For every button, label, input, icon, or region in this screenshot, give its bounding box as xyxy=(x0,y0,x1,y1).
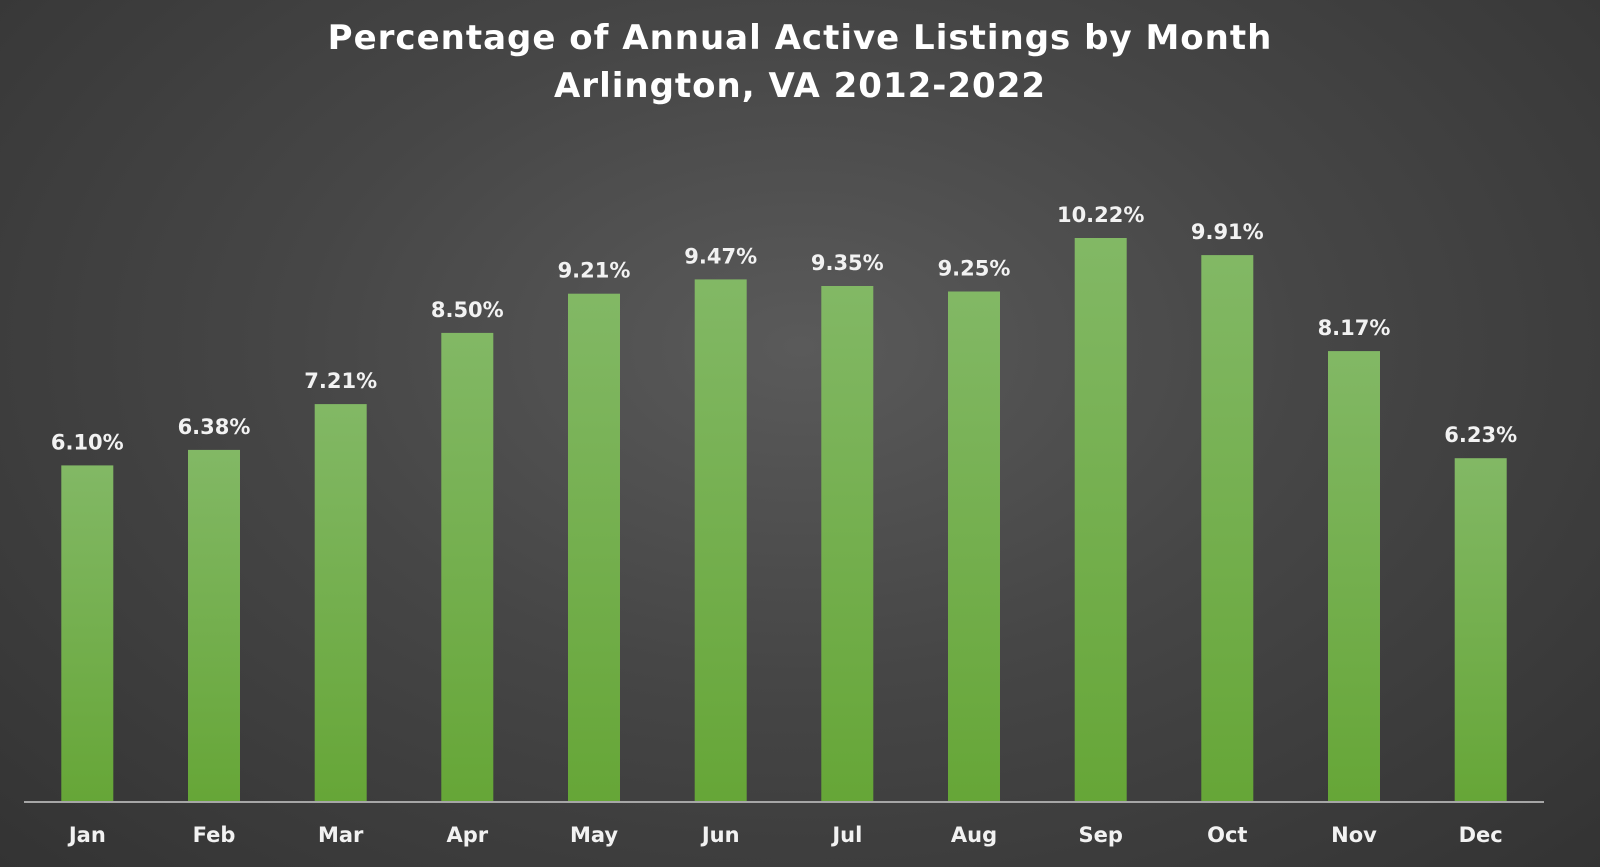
x-tick-jul: Jul xyxy=(830,823,862,847)
data-label-nov: 8.17% xyxy=(1318,316,1391,340)
x-tick-jan: Jan xyxy=(67,823,106,847)
bar-may xyxy=(568,293,620,802)
x-tick-feb: Feb xyxy=(193,823,236,847)
bar-nov xyxy=(1328,351,1380,802)
bar-feb xyxy=(188,449,240,802)
bar-oct xyxy=(1201,255,1254,803)
chart-title: Percentage of Annual Active Listings by … xyxy=(327,18,1273,58)
data-label-mar: 7.21% xyxy=(304,369,377,393)
data-label-sep: 10.22% xyxy=(1057,203,1144,227)
bars-group xyxy=(61,238,1507,803)
x-tick-may: May xyxy=(570,823,618,847)
x-tick-jun: Jun xyxy=(700,823,740,847)
x-tick-oct: Oct xyxy=(1207,823,1247,847)
chart-subtitle: Arlington, VA 2012-2022 xyxy=(553,66,1047,106)
data-label-jul: 9.35% xyxy=(811,251,884,275)
data-label-feb: 6.38% xyxy=(178,415,251,439)
bar-aug xyxy=(948,291,1000,802)
x-tick-mar: Mar xyxy=(318,823,364,847)
bar-jun xyxy=(694,279,747,802)
bar-sep xyxy=(1074,238,1127,802)
bar-mar xyxy=(314,404,367,802)
data-label-jun: 9.47% xyxy=(684,244,757,268)
x-tick-nov: Nov xyxy=(1331,823,1377,847)
x-tick-sep: Sep xyxy=(1078,823,1122,847)
x-tick-aug: Aug xyxy=(951,823,997,847)
data-labels-group: 6.10% 6.38% 7.21% 8.50% 9.21% 9.47% 9.35% 9.25%… xyxy=(51,203,1517,454)
bar-apr xyxy=(441,332,494,802)
bar-dec xyxy=(1454,458,1507,802)
bar-jan xyxy=(61,465,114,802)
data-label-jan: 6.10% xyxy=(51,430,124,454)
x-tick-apr: Apr xyxy=(446,823,488,847)
data-label-may: 9.21% xyxy=(558,259,631,283)
x-axis-ticks-group: Jan Feb Mar Apr May Jun Jul Aug Sep Oct Nov Dec xyxy=(67,823,1503,847)
bar-jul xyxy=(821,286,874,802)
data-label-dec: 6.23% xyxy=(1444,423,1517,447)
data-label-aug: 9.25% xyxy=(938,257,1011,281)
x-tick-dec: Dec xyxy=(1459,823,1503,847)
data-label-apr: 8.50% xyxy=(431,298,504,322)
data-label-oct: 9.91% xyxy=(1191,220,1264,244)
